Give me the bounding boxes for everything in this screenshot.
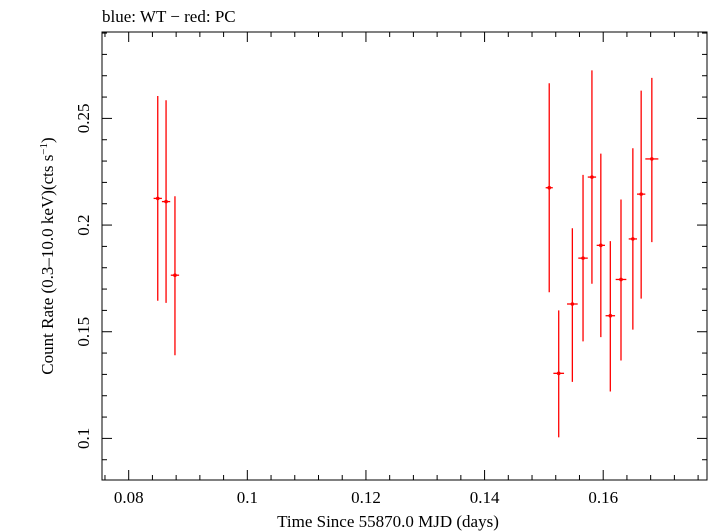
chart-title: blue: WT − red: PC — [102, 7, 236, 26]
data-point — [545, 83, 553, 293]
point-marker — [570, 302, 575, 306]
y-axis-label-superscript: −1 — [38, 143, 50, 155]
data-point — [587, 70, 597, 284]
data-point — [605, 241, 616, 392]
point-marker — [619, 277, 623, 282]
plot-frame — [101, 31, 708, 481]
point-marker — [164, 199, 168, 204]
y-axis-label: Count Rate (0.3–10.0 keV)(cts s−1) — [38, 137, 57, 374]
x-tick-label: 0.14 — [470, 488, 500, 507]
data-point — [170, 196, 180, 356]
x-tick-label: 0.16 — [588, 488, 618, 507]
data-points — [153, 70, 659, 438]
x-tick-label: 0.12 — [351, 488, 381, 507]
point-marker — [547, 185, 552, 190]
point-marker — [155, 196, 160, 201]
data-point — [628, 148, 638, 330]
data-point — [153, 96, 162, 301]
y-tick-label: 0.1 — [74, 428, 93, 449]
y-tick-label: 0.25 — [74, 104, 93, 134]
y-axis-label-main: Count Rate (0.3–10.0 keV)(cts s — [38, 155, 57, 375]
point-marker — [590, 175, 594, 179]
data-point — [645, 77, 659, 243]
point-marker — [608, 313, 613, 318]
point-marker — [556, 371, 561, 376]
point-marker — [639, 192, 643, 196]
point-marker — [599, 243, 603, 248]
point-marker — [581, 256, 585, 260]
y-tick-label: 0.15 — [74, 317, 93, 347]
point-marker — [631, 237, 635, 241]
data-point — [161, 100, 171, 303]
data-point — [637, 90, 646, 299]
point-marker — [650, 157, 654, 161]
data-point — [567, 228, 578, 382]
y-tick-label: 0.2 — [74, 214, 93, 235]
x-axis-label: Time Since 55870.0 MJD (days) — [277, 512, 499, 531]
data-point — [578, 174, 588, 342]
point-marker — [173, 273, 177, 278]
y-axis-label-close: ) — [38, 137, 57, 143]
x-tick-label: 0.1 — [237, 488, 258, 507]
data-point — [596, 153, 605, 338]
data-point — [615, 199, 627, 361]
axis-ticks: 0.08 0.1 0.12 0.14 0.16 0.1 0.15 0.2 0.25 — [74, 32, 707, 507]
data-point — [553, 310, 565, 438]
x-tick-label: 0.08 — [114, 488, 144, 507]
